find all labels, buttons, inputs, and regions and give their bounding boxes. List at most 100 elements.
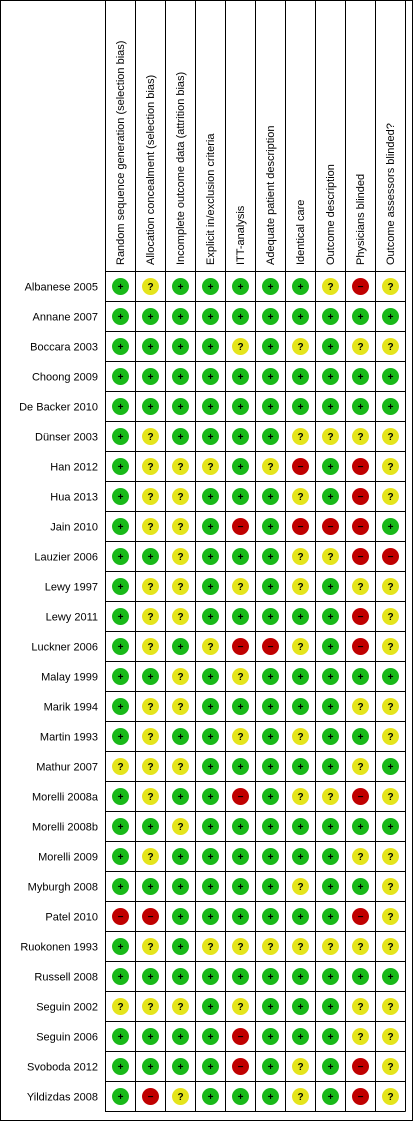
judgment-dot bbox=[382, 518, 399, 535]
judgment-dot bbox=[352, 758, 369, 775]
judgment-symbol: + bbox=[208, 882, 214, 893]
judgment-symbol: − bbox=[358, 912, 364, 923]
judgment-symbol: ? bbox=[297, 492, 303, 503]
judgment-symbol: + bbox=[328, 312, 334, 323]
judgment-symbol: ? bbox=[357, 942, 363, 953]
judgment-dot bbox=[172, 668, 189, 685]
judgment-dot bbox=[142, 578, 159, 595]
judgment-symbol: + bbox=[118, 822, 124, 833]
judgment-symbol: + bbox=[388, 672, 394, 683]
judgment-dot bbox=[352, 578, 369, 595]
judgment-dot bbox=[172, 338, 189, 355]
judgment-symbol: − bbox=[238, 522, 244, 533]
judgment-dot bbox=[112, 728, 129, 745]
judgment-symbol: + bbox=[118, 312, 124, 323]
judgment-dot bbox=[352, 698, 369, 715]
judgment-symbol: + bbox=[118, 1062, 124, 1073]
judgment-symbol: ? bbox=[357, 1002, 363, 1013]
judgment-dot bbox=[322, 668, 339, 685]
judgment-symbol: + bbox=[298, 612, 304, 623]
judgment-symbol: + bbox=[118, 1092, 124, 1103]
judgment-dot bbox=[142, 518, 159, 535]
judgment-symbol: ? bbox=[387, 492, 393, 503]
judgment-dot bbox=[322, 548, 339, 565]
column-header: Outcome assessors blinded? bbox=[385, 123, 397, 265]
judgment-dot bbox=[202, 518, 219, 535]
judgment-dot bbox=[262, 788, 279, 805]
judgment-symbol: + bbox=[328, 462, 334, 473]
judgment-dot bbox=[322, 878, 339, 895]
column-header: ITT-analysis bbox=[235, 205, 247, 265]
judgment-dot bbox=[202, 578, 219, 595]
judgment-symbol: + bbox=[238, 912, 244, 923]
judgment-symbol: + bbox=[238, 972, 244, 983]
judgment-symbol: − bbox=[238, 792, 244, 803]
study-name: Russell 2008 bbox=[34, 972, 98, 984]
judgment-dot bbox=[382, 1058, 399, 1075]
judgment-dot bbox=[262, 548, 279, 565]
study-name: Lauzier 2006 bbox=[34, 552, 98, 564]
judgment-dot bbox=[142, 338, 159, 355]
judgment-symbol: + bbox=[208, 792, 214, 803]
judgment-symbol: ? bbox=[237, 942, 243, 953]
judgment-dot bbox=[292, 338, 309, 355]
judgment-symbol: ? bbox=[147, 582, 153, 593]
judgment-symbol: + bbox=[298, 672, 304, 683]
judgment-symbol: + bbox=[268, 972, 274, 983]
judgment-symbol: + bbox=[268, 702, 274, 713]
judgment-symbol: + bbox=[208, 1032, 214, 1043]
judgment-symbol: + bbox=[238, 372, 244, 383]
study-name: Ruokonen 1993 bbox=[20, 942, 98, 954]
judgment-symbol: + bbox=[328, 1092, 334, 1103]
judgment-dot bbox=[352, 608, 369, 625]
study-name: De Backer 2010 bbox=[19, 402, 98, 414]
judgment-symbol: − bbox=[358, 792, 364, 803]
judgment-symbol: + bbox=[328, 762, 334, 773]
judgment-dot bbox=[142, 998, 159, 1015]
judgment-dot bbox=[322, 278, 339, 295]
judgment-symbol: + bbox=[388, 312, 394, 323]
study-name: Seguin 2002 bbox=[36, 1002, 98, 1014]
judgment-dot bbox=[262, 908, 279, 925]
judgment-dot bbox=[322, 998, 339, 1015]
judgment-dot bbox=[262, 428, 279, 445]
judgment-symbol: + bbox=[328, 492, 334, 503]
judgment-symbol: ? bbox=[207, 942, 213, 953]
judgment-symbol: + bbox=[178, 882, 184, 893]
judgment-symbol: + bbox=[148, 1032, 154, 1043]
judgment-dot bbox=[112, 308, 129, 325]
study-name: Morelli 2008a bbox=[32, 792, 99, 804]
judgment-symbol: + bbox=[268, 1062, 274, 1073]
judgment-symbol: + bbox=[268, 762, 274, 773]
judgment-symbol: ? bbox=[297, 1092, 303, 1103]
judgment-symbol: + bbox=[358, 822, 364, 833]
judgment-symbol: ? bbox=[357, 762, 363, 773]
judgment-symbol: + bbox=[358, 972, 364, 983]
judgment-dot bbox=[172, 398, 189, 415]
judgment-dot bbox=[322, 338, 339, 355]
judgment-symbol: + bbox=[238, 612, 244, 623]
judgment-dot bbox=[142, 368, 159, 385]
judgment-symbol: + bbox=[178, 312, 184, 323]
judgment-symbol: ? bbox=[237, 732, 243, 743]
judgment-dot bbox=[142, 938, 159, 955]
judgment-symbol: ? bbox=[387, 1092, 393, 1103]
judgment-symbol: + bbox=[238, 462, 244, 473]
judgment-dot bbox=[172, 458, 189, 475]
judgment-dot bbox=[202, 938, 219, 955]
judgment-symbol: + bbox=[178, 402, 184, 413]
judgment-symbol: + bbox=[208, 342, 214, 353]
judgment-dot bbox=[352, 728, 369, 745]
judgment-dot bbox=[382, 1028, 399, 1045]
judgment-symbol: + bbox=[298, 852, 304, 863]
judgment-symbol: + bbox=[298, 912, 304, 923]
judgment-dot bbox=[142, 428, 159, 445]
judgment-symbol: + bbox=[358, 372, 364, 383]
judgment-dot bbox=[382, 308, 399, 325]
judgment-symbol: − bbox=[148, 1092, 154, 1103]
judgment-symbol: ? bbox=[357, 432, 363, 443]
judgment-symbol: + bbox=[178, 342, 184, 353]
judgment-symbol: + bbox=[358, 732, 364, 743]
judgment-symbol: ? bbox=[147, 1002, 153, 1013]
